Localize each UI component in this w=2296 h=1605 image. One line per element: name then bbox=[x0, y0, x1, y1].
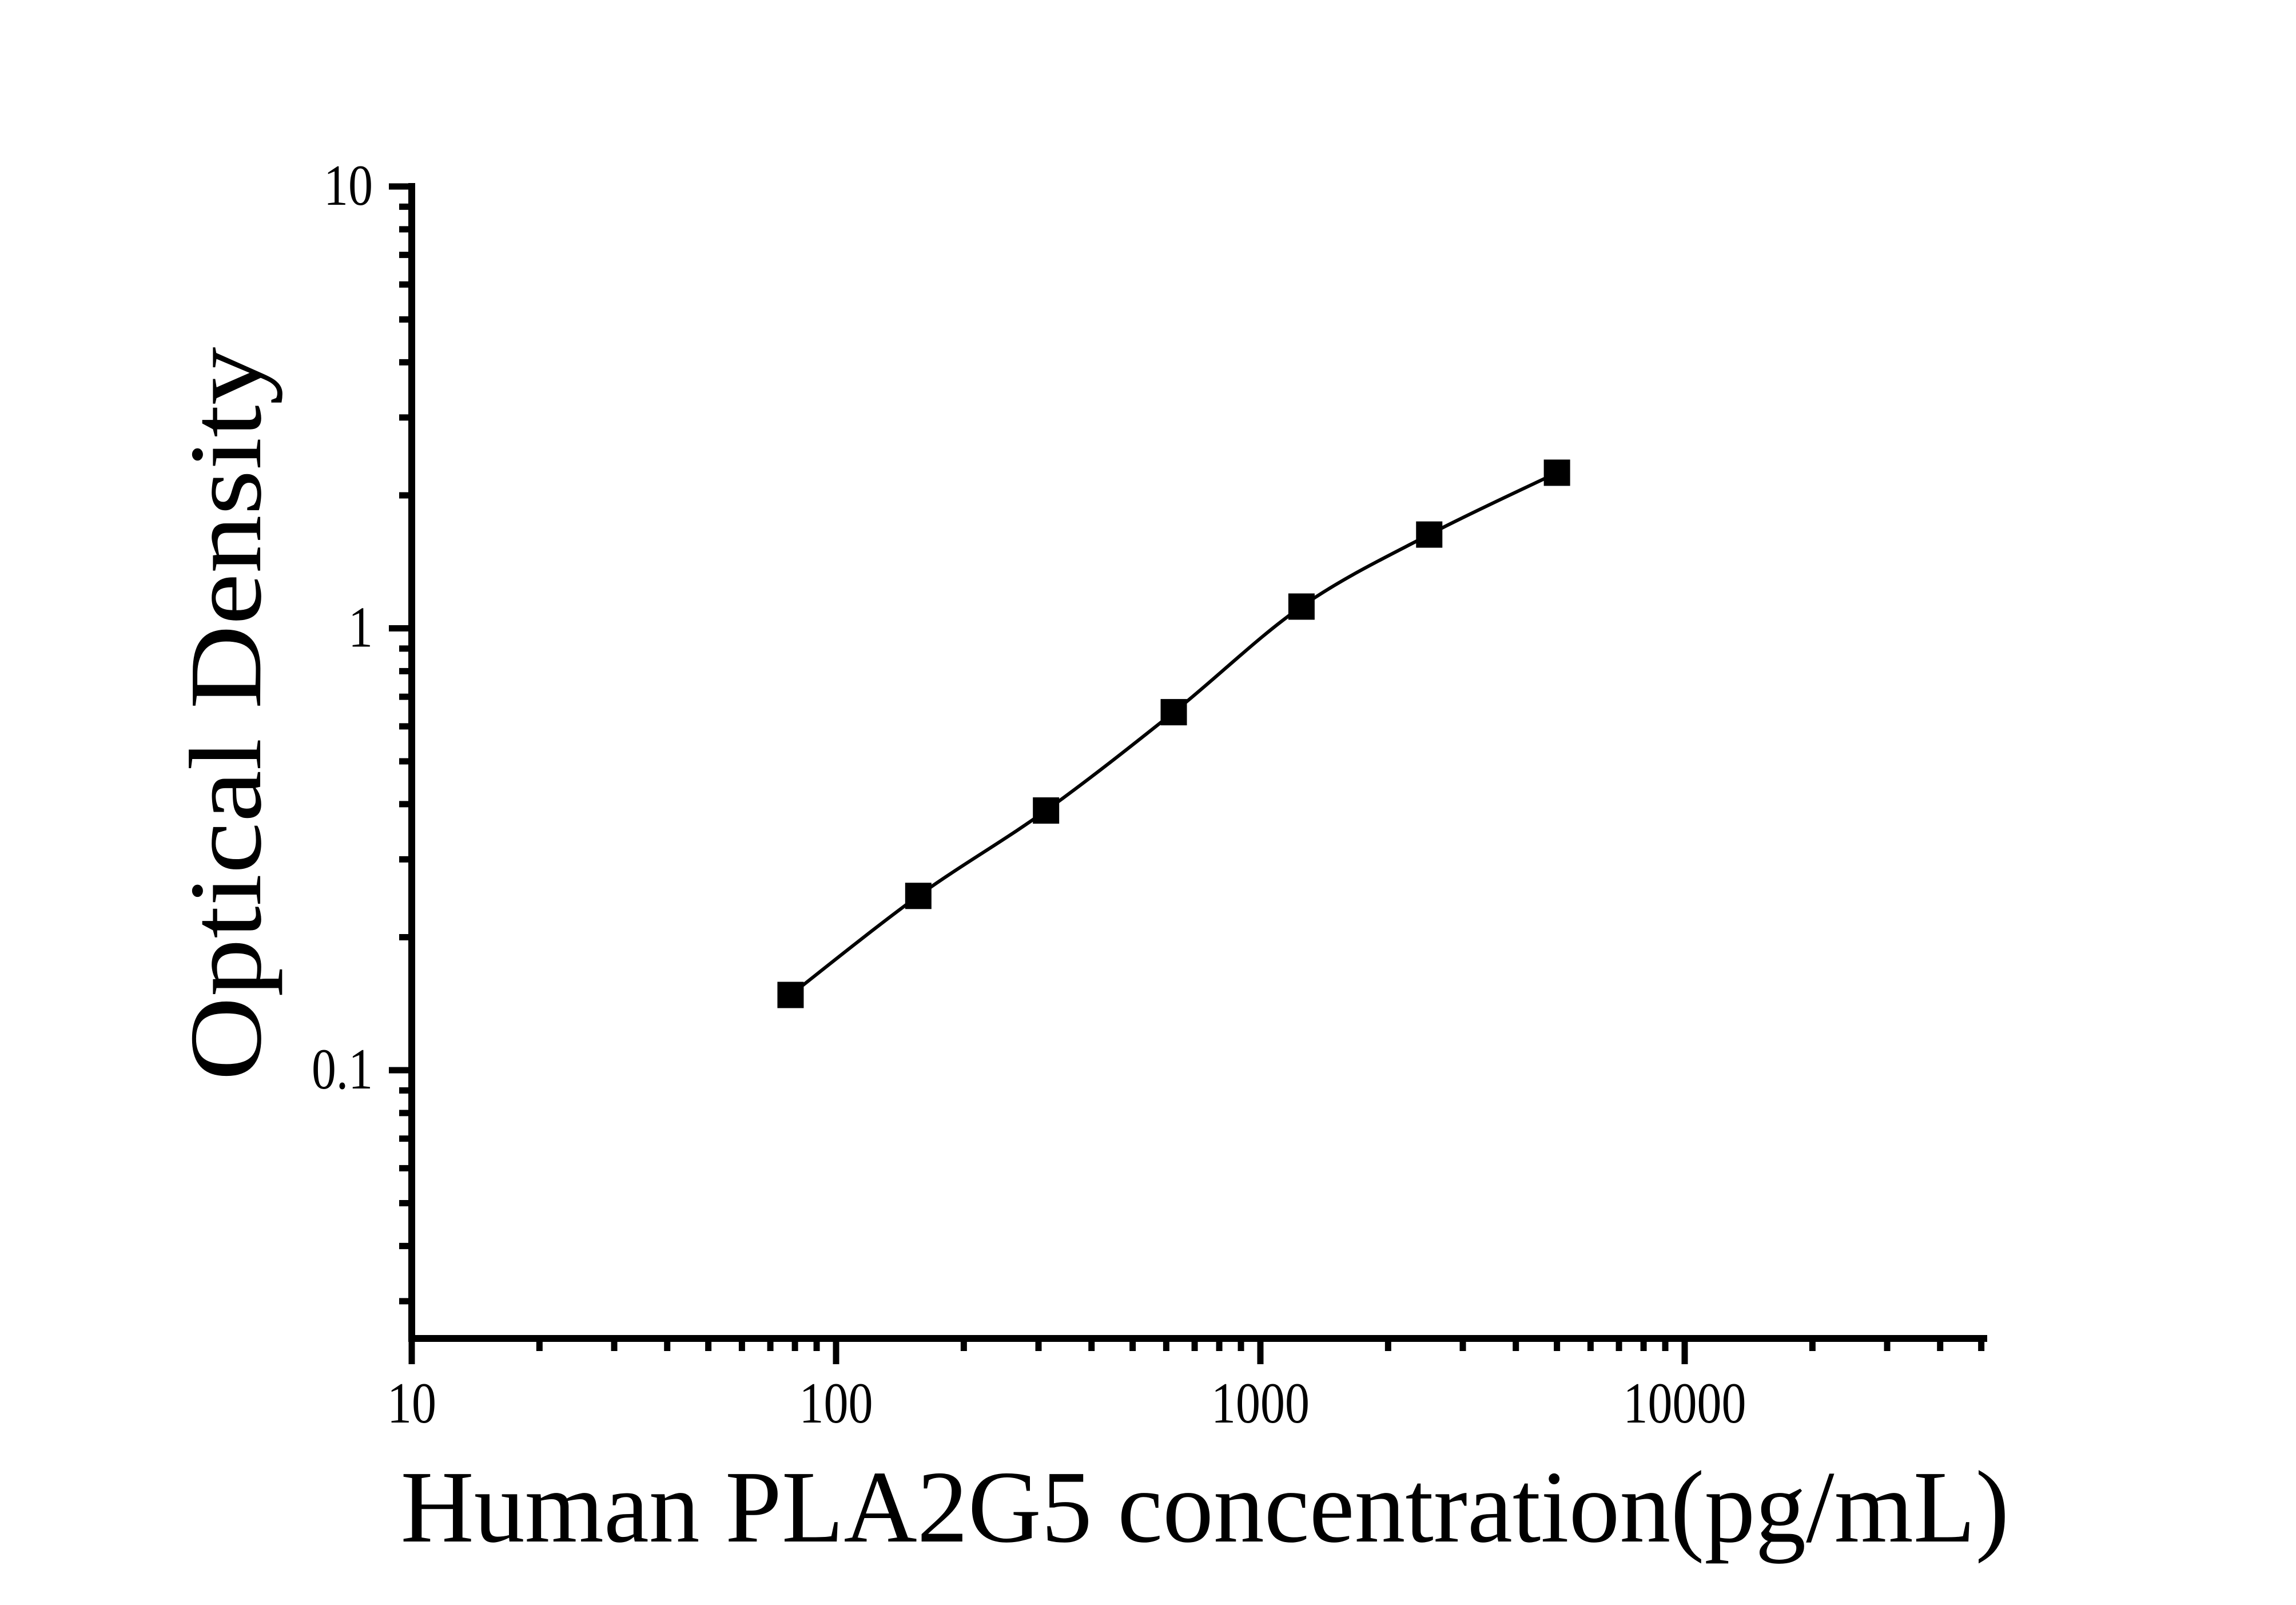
x-axis-title: Human PLA2G5 concentration(pg/mL) bbox=[401, 1450, 2010, 1564]
x-tick-label: 1000 bbox=[1211, 1371, 1310, 1436]
data-point-marker bbox=[1033, 797, 1060, 824]
x-tick-label: 10 bbox=[387, 1371, 436, 1436]
axis-tick-labels: 10 100 1000 10000 10 1 0.1 bbox=[312, 153, 1746, 1436]
x-tick-label: 10000 bbox=[1623, 1371, 1746, 1436]
data-point-marker bbox=[1288, 593, 1315, 620]
axis-ticks bbox=[389, 183, 1985, 1364]
y-tick-label: 10 bbox=[324, 153, 373, 218]
y-tick-label: 1 bbox=[348, 595, 373, 660]
standard-curve-line bbox=[789, 471, 1558, 996]
data-point-marker bbox=[905, 883, 932, 909]
data-series bbox=[777, 459, 1570, 1008]
y-axis-title: Optical Density bbox=[169, 347, 282, 1081]
data-point-marker bbox=[1416, 521, 1443, 548]
y-tick-label: 0.1 bbox=[312, 1037, 373, 1102]
data-point-marker bbox=[777, 982, 804, 1008]
data-point-marker bbox=[1160, 699, 1187, 726]
data-point-marker bbox=[1543, 459, 1570, 486]
x-tick-label: 100 bbox=[799, 1371, 873, 1436]
axes bbox=[408, 183, 1987, 1342]
